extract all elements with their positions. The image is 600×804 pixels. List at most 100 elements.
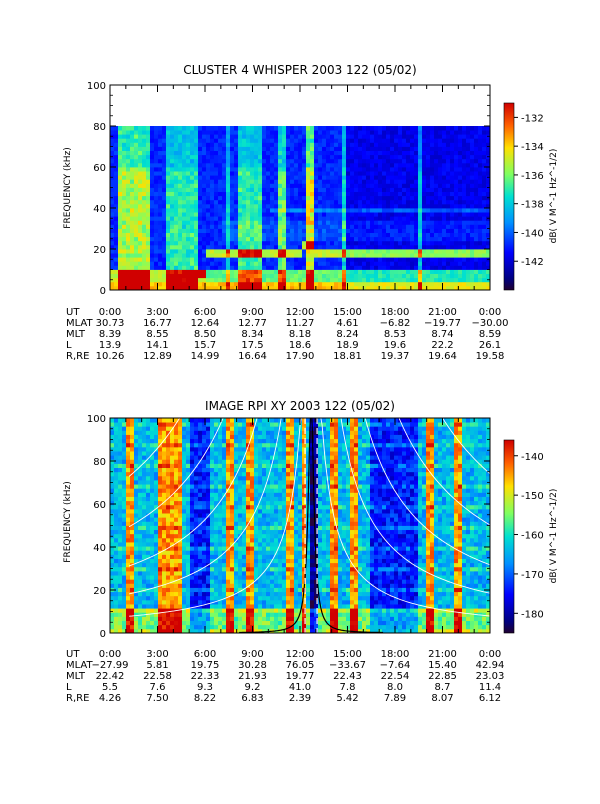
spectrogram-cell <box>182 443 186 448</box>
spectrogram-cell <box>238 270 242 275</box>
spectrogram-cell <box>154 608 158 613</box>
spectrogram-cell <box>294 179 298 184</box>
spectrogram-cell <box>338 183 342 188</box>
spectrogram-cell <box>138 208 142 213</box>
spectrogram-cell <box>390 192 394 197</box>
spectrogram-cell <box>122 192 126 197</box>
spectrogram-cell <box>350 237 354 242</box>
spectrogram-cell <box>238 167 242 172</box>
spectrogram-cell <box>114 621 118 626</box>
spectrogram-cell <box>446 142 450 147</box>
spectrogram-cell <box>246 188 250 193</box>
spectrogram-cell <box>254 249 258 254</box>
spectrogram-cell <box>294 188 298 193</box>
spectrogram-cell <box>170 229 174 234</box>
spectrogram-cell <box>454 175 458 180</box>
spectrogram-cell <box>122 224 126 229</box>
spectrogram-cell <box>478 233 482 238</box>
spectrogram-cell <box>266 233 270 238</box>
spectrogram-cell <box>182 600 186 605</box>
spectrogram-cell <box>174 526 178 531</box>
spectrogram-cell <box>342 224 346 229</box>
spectrogram-cell <box>454 270 458 275</box>
spectrogram-cell <box>162 526 166 531</box>
spectrogram-cell <box>330 265 334 270</box>
ephemeris-cell: 14.99 <box>191 351 220 362</box>
spectrogram-cell <box>406 278 410 283</box>
spectrogram-cell <box>430 167 434 172</box>
spectrogram-cell <box>450 249 454 254</box>
spectrogram-cell <box>470 183 474 188</box>
spectrogram-cell <box>370 253 374 258</box>
spectrogram-cell <box>354 249 358 254</box>
spectrogram-cell <box>262 175 266 180</box>
spectrogram-cell <box>482 216 486 221</box>
spectrogram-cell <box>370 229 374 234</box>
spectrogram-cell <box>242 229 246 234</box>
spectrogram-cell <box>218 167 222 172</box>
spectrogram-cell <box>438 196 442 201</box>
spectrogram-cell <box>418 192 422 197</box>
spectrogram-cell <box>318 196 322 201</box>
spectrogram-cell <box>286 204 290 209</box>
spectrogram-cell <box>210 188 214 193</box>
spectrogram-cell <box>118 171 122 176</box>
spectrogram-cell <box>214 208 218 213</box>
spectrogram-cell <box>158 447 162 452</box>
spectrogram-cell <box>406 192 410 197</box>
spectrogram-cell <box>406 167 410 172</box>
spectrogram-cell <box>442 212 446 217</box>
spectrogram-cell <box>458 220 462 225</box>
spectrogram-cell <box>222 126 226 131</box>
spectrogram-cell <box>130 451 134 456</box>
spectrogram-cell <box>378 270 382 275</box>
spectrogram-cell <box>150 621 154 626</box>
spectrogram-cell <box>398 183 402 188</box>
spectrogram-cell <box>270 220 274 225</box>
spectrogram-cell <box>374 278 378 283</box>
spectrogram-cell <box>290 220 294 225</box>
spectrogram-cell <box>330 229 334 234</box>
spectrogram-cell <box>314 208 318 213</box>
spectrogram-cell <box>470 171 474 176</box>
spectrogram-cell <box>182 261 186 266</box>
spectrogram-cell <box>174 212 178 217</box>
spectrogram-cell <box>338 200 342 205</box>
spectrogram-cell <box>258 270 262 275</box>
spectrogram-cell <box>134 233 138 238</box>
spectrogram-cell <box>474 261 478 266</box>
spectrogram-cell <box>154 604 158 609</box>
spectrogram-cell <box>342 159 346 164</box>
spectrogram-cell <box>470 265 474 270</box>
spectrogram-cell <box>150 480 154 485</box>
spectrogram-cell <box>366 278 370 283</box>
spectrogram-cell <box>398 241 402 246</box>
spectrogram-cell <box>434 224 438 229</box>
spectrogram-cell <box>178 282 182 287</box>
spectrogram-cell <box>306 167 310 172</box>
spectrogram-cell <box>370 179 374 184</box>
spectrogram-cell <box>158 542 162 547</box>
spectrogram-cell <box>138 426 142 431</box>
spectrogram-cell <box>182 451 186 456</box>
spectrogram-cell <box>118 476 122 481</box>
spectrogram-cell <box>158 488 162 493</box>
spectrogram-cell <box>394 130 398 135</box>
spectrogram-cell <box>290 212 294 217</box>
spectrogram-cell <box>110 159 114 164</box>
spectrogram-cell <box>202 220 206 225</box>
spectrogram-cell <box>158 179 162 184</box>
spectrogram-cell <box>146 163 150 168</box>
spectrogram-cell <box>190 261 194 266</box>
spectrogram-cell <box>338 265 342 270</box>
spectrogram-cell <box>274 245 278 250</box>
spectrogram-cell <box>222 204 226 209</box>
spectrogram-cell <box>158 224 162 229</box>
spectrogram-cell <box>338 130 342 135</box>
spectrogram-cell <box>310 204 314 209</box>
spectrogram-cell <box>438 192 442 197</box>
spectrogram-cell <box>130 517 134 522</box>
spectrogram-cell <box>402 138 406 143</box>
spectrogram-cell <box>422 204 426 209</box>
spectrogram-cell <box>122 604 126 609</box>
